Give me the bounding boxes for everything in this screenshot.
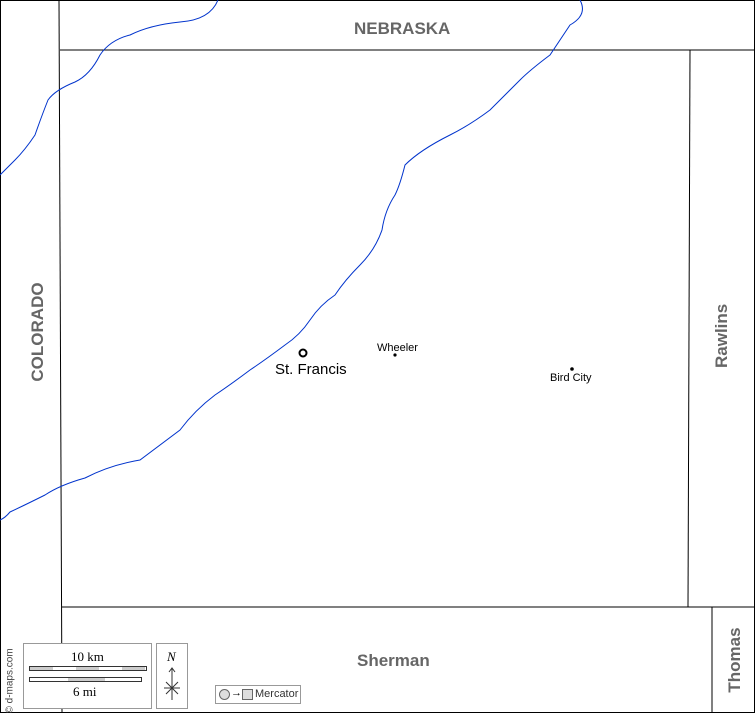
river-north: [0, 0, 219, 176]
scale-km-bar: [29, 666, 147, 671]
scale-km-label: 10 km: [71, 649, 104, 664]
town-bird-city: Bird City: [550, 372, 592, 384]
rawlins-border: [687, 49, 691, 608]
north-arrow: N: [156, 643, 188, 709]
label-sherman: Sherman: [357, 651, 430, 670]
globe-icon: [219, 689, 230, 700]
bird-city-marker: [570, 367, 574, 371]
town-st-francis: St. Francis: [275, 361, 347, 378]
credit: © d-maps.com: [4, 648, 16, 713]
label-colorado: COLORADO: [28, 282, 47, 382]
label-rawlins: Rawlins: [712, 303, 731, 368]
square-icon: [242, 689, 253, 700]
river-south: [0, 0, 583, 521]
label-nebraska: NEBRASKA: [354, 19, 451, 38]
label-thomas: Thomas: [725, 627, 744, 693]
projection-box: → Mercator: [215, 685, 301, 704]
scale-mi-bar: [29, 677, 142, 682]
arrow-icon: →: [231, 687, 242, 699]
colorado-border: [58, 0, 63, 713]
north-label: N: [167, 649, 176, 664]
wheeler-marker: [393, 353, 397, 357]
scale-bar: 10 km 6 mi: [23, 643, 152, 709]
scale-mi-label: 6 mi: [73, 684, 97, 699]
projection-label: Mercator: [255, 688, 299, 700]
st-francis-marker: [298, 348, 308, 358]
compass-icon: [164, 667, 180, 700]
town-wheeler: Wheeler: [377, 342, 418, 354]
